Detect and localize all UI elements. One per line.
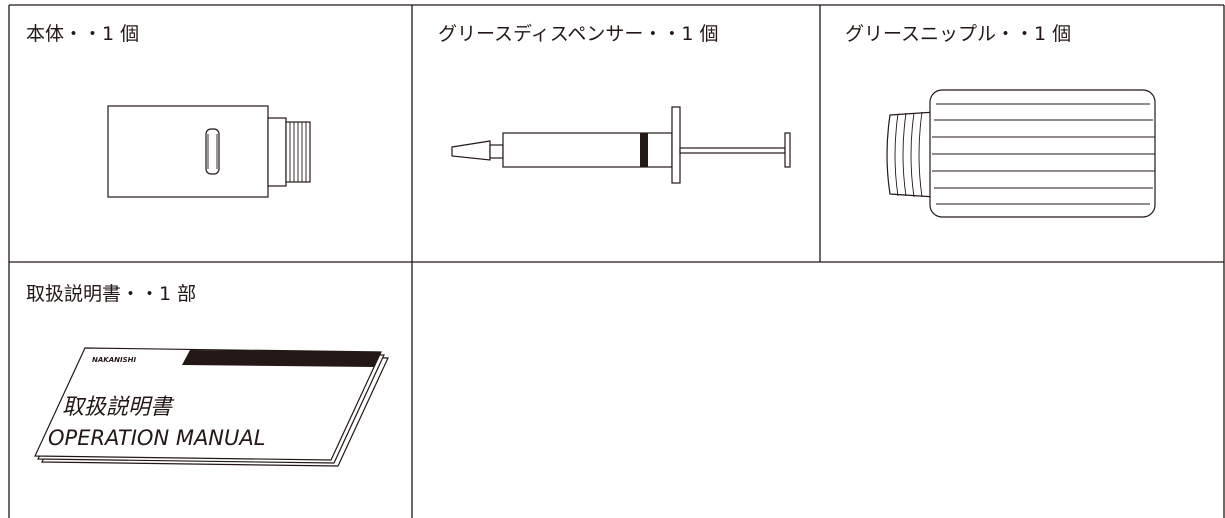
manual-title: 取扱説明書 xyxy=(62,395,175,420)
manual-brand: NAKANISHI xyxy=(92,356,136,364)
cell-label: 取扱説明書・・1 部 xyxy=(26,283,196,305)
manual-subtitle: OPERATION MANUAL xyxy=(48,426,265,450)
body-drawing xyxy=(107,105,311,198)
table-borders xyxy=(8,4,1225,518)
cell-label: 本体・・1 個 xyxy=(26,23,139,45)
manual-drawing: NAKANISHI 取扱説明書 OPERATION MANUAL xyxy=(34,347,389,467)
syringe-drawing xyxy=(451,106,791,184)
cell-label: グリースニップル・・1 個 xyxy=(845,23,1071,45)
nipple-drawing xyxy=(886,89,1156,218)
cell-label: グリースディスペンサー・・1 個 xyxy=(438,23,719,45)
